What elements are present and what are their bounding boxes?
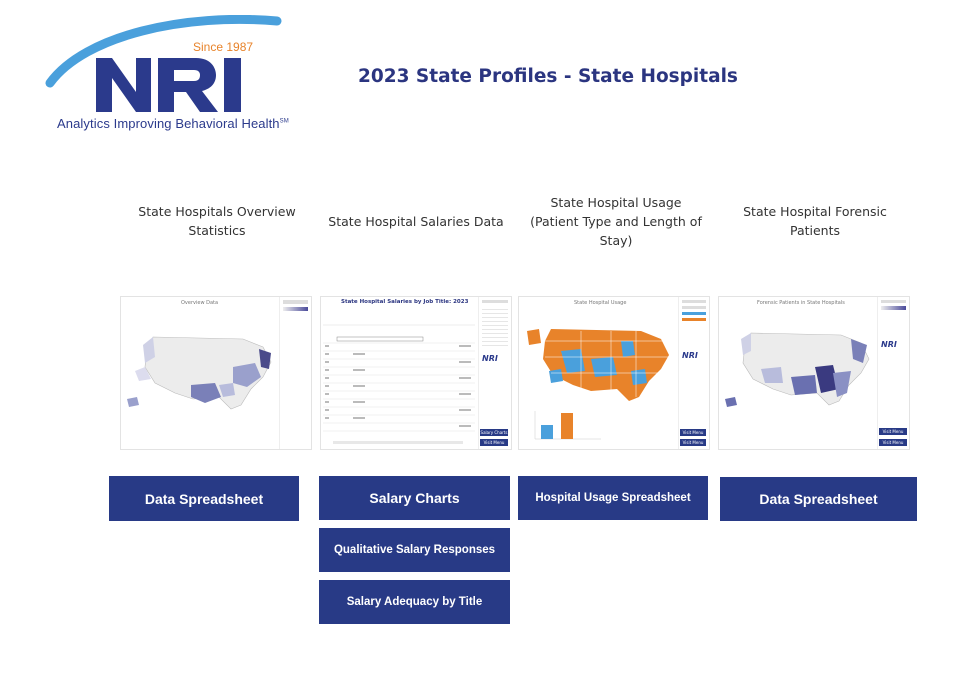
thumb-forensic-visit-menu-button-2[interactable]: Visit Menu — [879, 439, 907, 446]
nri-logo-letters — [96, 58, 241, 112]
card-title-salaries: State Hospital Salaries Data — [328, 214, 504, 229]
thumb-usage-legend-blue — [682, 312, 706, 315]
logo-since-text: Since 1987 — [193, 40, 254, 54]
thumb-caption-usage: State Hospital Usage — [574, 300, 627, 306]
qualitative-salary-responses-button[interactable]: Qualitative Salary Responses — [319, 528, 510, 572]
thumb-usage-filter-2 — [682, 306, 706, 309]
card-title-overview: State Hospitals Overview Statistics — [138, 204, 296, 238]
thumb-usage-sidebar: NRI — [678, 297, 709, 449]
hospital-usage-spreadsheet-button[interactable]: Hospital Usage Spreadsheet — [518, 476, 708, 520]
salary-adequacy-button[interactable]: Salary Adequacy by Title — [319, 580, 510, 624]
us-map-usage-icon — [527, 329, 669, 440]
thumbnail-overview[interactable]: Overview Data — [120, 296, 312, 450]
salary-table-icon — [323, 311, 475, 447]
thumb-legend-gradient — [283, 307, 308, 311]
nri-logo — [45, 14, 295, 135]
thumb-forensic-nri-logo: NRI — [881, 340, 897, 349]
page-title: 2023 State Profiles - State Hospitals — [358, 66, 738, 87]
thumb-sidebar — [279, 297, 311, 449]
thumb-legend-bar — [283, 300, 308, 304]
thumbnail-forensic[interactable]: Forensic Patients in State Hospitals NRI… — [718, 296, 910, 450]
logo-tagline: Analytics Improving Behavioral HealthSM — [57, 116, 289, 131]
thumb-forensic-filter — [881, 300, 906, 303]
thumb-filter-bar — [482, 300, 508, 303]
thumb-usage-nri-logo: NRI — [682, 351, 698, 360]
thumb-salary-sidebar: NRI — [478, 297, 511, 449]
thumbnail-usage[interactable]: State Hospital Usage NRI Visit Menu Visi… — [518, 296, 710, 450]
us-map-overview-icon — [127, 336, 272, 410]
thumb-forensic-legend — [881, 306, 906, 310]
card-title-usage: State Hospital Usage (Patient Type and L… — [530, 195, 702, 248]
thumb-forensic-visit-menu-button[interactable]: Visit Menu — [879, 428, 907, 435]
data-spreadsheet-forensic-button[interactable]: Data Spreadsheet — [720, 477, 917, 521]
card-title-forensic: State Hospital Forensic Patients — [743, 204, 887, 238]
thumb-caption-forensic: Forensic Patients in State Hospitals — [757, 300, 845, 306]
thumb-visit-menu-button[interactable]: Visit Menu — [480, 439, 508, 446]
thumbnail-salaries[interactable]: State Hospital Salaries by Job Title: 20… — [320, 296, 512, 450]
thumb-caption-salaries: State Hospital Salaries by Job Title: 20… — [341, 299, 469, 305]
thumb-usage-visit-menu-button[interactable]: Visit Menu — [680, 429, 706, 436]
thumb-forensic-sidebar: NRI — [877, 297, 909, 449]
thumb-usage-visit-menu-button-2[interactable]: Visit Menu — [680, 439, 706, 446]
logo-arc-icon — [45, 14, 282, 88]
thumb-usage-legend-orange — [682, 318, 706, 321]
salary-charts-button[interactable]: Salary Charts — [319, 476, 510, 520]
thumb-filter-list — [482, 306, 508, 346]
thumb-nri-logo: NRI — [482, 354, 498, 363]
us-map-forensic-icon — [725, 332, 870, 407]
thumb-salary-charts-button[interactable]: Salary Charts — [480, 429, 508, 436]
data-spreadsheet-overview-button[interactable]: Data Spreadsheet — [109, 476, 299, 521]
thumb-usage-filter — [682, 300, 706, 303]
thumb-caption-overview: Overview Data — [181, 300, 219, 306]
